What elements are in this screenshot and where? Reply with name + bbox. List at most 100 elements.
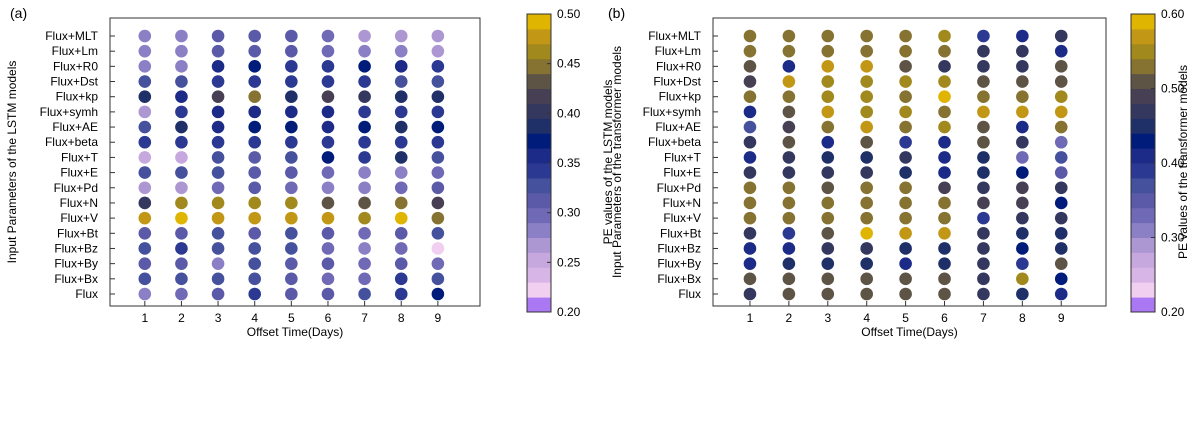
colorbar-segment [1131,267,1155,283]
data-point [899,257,912,270]
data-point [285,196,298,210]
colorbar-segment [1131,282,1155,298]
data-point [431,44,445,58]
data-point [743,60,757,73]
data-point [899,151,912,164]
data-point [782,242,796,255]
data-point [977,287,990,301]
data-point [860,166,873,179]
data-point [211,287,225,301]
colorbar-segment [527,103,551,119]
data-point [743,90,757,104]
x-tick-label: 4 [251,311,258,325]
x-tick-label: 3 [824,311,831,325]
colorbar-segment [1131,43,1155,60]
colorbar-segment [1131,192,1155,209]
colorbar-tick-label: 0.20 [557,305,581,319]
data-point [743,135,757,149]
plot-frame [109,17,481,307]
data-point [860,151,873,164]
data-point [431,287,445,301]
data-point [821,60,835,73]
data-point [899,287,912,301]
colorbar-segment [527,177,551,194]
x-tick-label: 8 [1019,311,1026,325]
data-point [743,29,757,43]
data-point [1016,75,1029,88]
y-tick-label: Flux+Bt [57,226,99,240]
data-point [211,181,225,195]
data-point [821,151,835,164]
data-point [248,90,262,104]
data-point [211,257,225,270]
data-point [211,29,225,43]
data-point [821,181,835,195]
data-point [743,181,757,195]
data-point [743,151,757,164]
data-point [394,90,408,104]
y-tick-label: Flux+T [61,150,99,164]
data-point [821,90,835,104]
data-point [743,166,757,179]
data-point [821,196,835,210]
data-point [394,120,408,134]
data-point [782,75,796,88]
data-point [285,211,298,225]
data-point [1054,151,1068,164]
data-point [394,151,408,164]
x-tick-label: 3 [215,311,222,325]
x-tick-label: 7 [361,311,368,325]
colorbar-segment [527,133,551,149]
data-point [248,287,262,301]
data-point [899,166,912,179]
data-point [860,90,873,104]
data-point [1016,105,1029,119]
data-point [431,105,445,119]
colorbar-segment [1131,103,1155,119]
data-point [138,44,152,58]
data-point [860,196,873,210]
data-point [860,75,873,88]
data-point [431,120,445,134]
data-point [138,60,152,73]
data-point [821,242,835,255]
data-point [358,60,371,73]
data-point [431,257,445,270]
colorbar-segment [527,222,551,238]
data-point [285,29,298,43]
data-point [175,242,188,255]
data-point [138,272,152,286]
data-point [431,60,445,73]
data-point [977,211,990,225]
y-tick-label: Flux+Dst [50,75,98,89]
data-point [938,226,951,240]
data-point [138,105,152,119]
data-point [175,105,188,119]
data-point [938,44,951,58]
data-point [938,181,951,195]
data-point [899,120,912,134]
y-tick-label: Flux+By [657,257,701,271]
x-tick-label: 1 [141,311,148,325]
data-point [1054,196,1068,210]
colorbar-tick-label: 0.35 [557,156,581,170]
data-point [248,60,262,73]
data-point [358,181,371,195]
data-point [938,211,951,225]
y-tick-label: Flux+By [54,257,98,271]
data-point [1054,105,1068,119]
data-point [860,272,873,286]
data-point [977,196,990,210]
data-point [248,151,262,164]
data-point [860,287,873,301]
data-point [138,151,152,164]
data-point [821,29,835,43]
data-point [1054,211,1068,225]
data-point [782,44,796,58]
data-point [938,242,951,255]
data-point [358,90,371,104]
data-point [821,287,835,301]
data-point [899,105,912,119]
